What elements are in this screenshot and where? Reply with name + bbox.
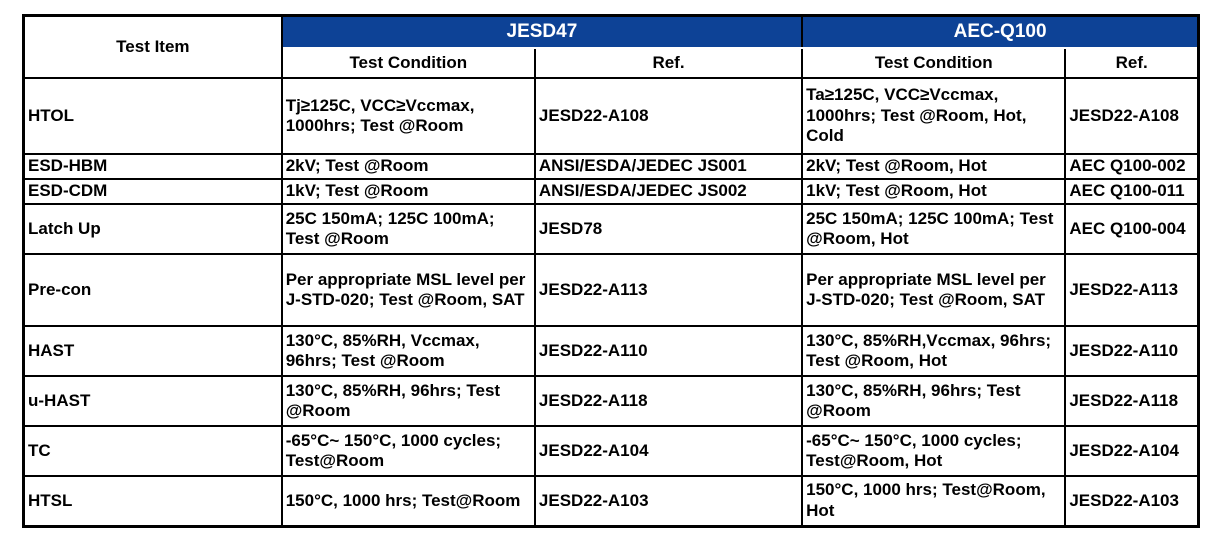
table-row-tc: TC -65°C~ 150°C, 1000 cycles; Test@Room … <box>22 425 1200 477</box>
jesd47-condition-cell: 130°C, 85%RH, Vccmax, 96hrs; Test @Room <box>280 325 536 377</box>
test-item-cell: Pre-con <box>22 253 283 327</box>
aec-test-condition-header: Test Condition <box>801 47 1067 79</box>
jesd47-condition-cell: -65°C~ 150°C, 1000 cycles; Test@Room <box>280 425 536 477</box>
jesd47-test-condition-header: Test Condition <box>280 47 536 79</box>
aec-condition-cell: 2kV; Test @Room, Hot <box>801 153 1067 180</box>
table-row-htsl: HTSL 150°C, 1000 hrs; Test@Room JESD22-A… <box>22 475 1200 527</box>
qualification-test-table: Test Item JESD47 AEC-Q100 Test Condition… <box>22 14 1200 528</box>
table-row-esd-cdm: ESD-CDM 1kV; Test @Room ANSI/ESDA/JEDEC … <box>22 178 1200 205</box>
table-header: Test Item JESD47 AEC-Q100 Test Condition… <box>22 14 1200 79</box>
test-item-cell: ESD-HBM <box>22 153 283 180</box>
aec-ref-cell: JESD22-A104 <box>1064 425 1200 477</box>
aec-ref-cell: AEC Q100-011 <box>1064 178 1200 205</box>
table-body: HTOL Tj≥125C, VCC≥Vccmax, 1000hrs; Test … <box>22 77 1200 527</box>
aec-ref-cell: JESD22-A108 <box>1064 77 1200 155</box>
table-row-u-hast: u-HAST 130°C, 85%RH, 96hrs; Test @Room J… <box>22 375 1200 427</box>
jesd47-condition-cell: 130°C, 85%RH, 96hrs; Test @Room <box>280 375 536 427</box>
jesd47-ref-cell: JESD22-A104 <box>533 425 804 477</box>
jesd47-group-header: JESD47 <box>280 14 804 49</box>
table-row-htol: HTOL Tj≥125C, VCC≥Vccmax, 1000hrs; Test … <box>22 77 1200 155</box>
jesd47-condition-cell: Tj≥125C, VCC≥Vccmax, 1000hrs; Test @Room <box>280 77 536 155</box>
jesd47-condition-cell: 150°C, 1000 hrs; Test@Room <box>280 475 536 527</box>
jesd47-ref-cell: JESD22-A103 <box>533 475 804 527</box>
test-item-cell: TC <box>22 425 283 477</box>
table-row-hast: HAST 130°C, 85%RH, Vccmax, 96hrs; Test @… <box>22 325 1200 377</box>
jesd47-ref-cell: JESD78 <box>533 203 804 255</box>
aec-q100-group-header: AEC-Q100 <box>801 14 1200 49</box>
test-item-cell: HAST <box>22 325 283 377</box>
test-item-column-header: Test Item <box>22 14 283 79</box>
test-item-cell: u-HAST <box>22 375 283 427</box>
jesd47-ref-header: Ref. <box>533 47 804 79</box>
aec-condition-cell: 25C 150mA; 125C 100mA; Test @Room, Hot <box>801 203 1067 255</box>
aec-ref-cell: AEC Q100-002 <box>1064 153 1200 180</box>
jesd47-ref-cell: ANSI/ESDA/JEDEC JS001 <box>533 153 804 180</box>
jesd47-ref-cell: JESD22-A118 <box>533 375 804 427</box>
test-item-cell: HTSL <box>22 475 283 527</box>
jesd47-ref-cell: JESD22-A108 <box>533 77 804 155</box>
test-item-cell: ESD-CDM <box>22 178 283 205</box>
aec-ref-header: Ref. <box>1064 47 1200 79</box>
aec-ref-cell: JESD22-A110 <box>1064 325 1200 377</box>
aec-condition-cell: -65°C~ 150°C, 1000 cycles; Test@Room, Ho… <box>801 425 1067 477</box>
jesd47-condition-cell: 1kV; Test @Room <box>280 178 536 205</box>
jesd47-ref-cell: JESD22-A113 <box>533 253 804 327</box>
table-row-pre-con: Pre-con Per appropriate MSL level per J-… <box>22 253 1200 327</box>
aec-condition-cell: 1kV; Test @Room, Hot <box>801 178 1067 205</box>
jesd47-condition-cell: 2kV; Test @Room <box>280 153 536 180</box>
test-item-cell: Latch Up <box>22 203 283 255</box>
table-row-esd-hbm: ESD-HBM 2kV; Test @Room ANSI/ESDA/JEDEC … <box>22 153 1200 180</box>
aec-condition-cell: 130°C, 85%RH, 96hrs; Test @Room <box>801 375 1067 427</box>
aec-ref-cell: JESD22-A113 <box>1064 253 1200 327</box>
group-header-row: Test Item JESD47 AEC-Q100 <box>22 14 1200 79</box>
aec-condition-cell: Per appropriate MSL level per J-STD-020;… <box>801 253 1067 327</box>
sub-header-row: Test Condition Ref. Test Condition Ref. <box>24 47 1200 79</box>
jesd47-ref-cell: JESD22-A110 <box>533 325 804 377</box>
aec-condition-cell: 130°C, 85%RH,Vccmax, 96hrs; Test @Room, … <box>801 325 1067 377</box>
table-row-latch-up: Latch Up 25C 150mA; 125C 100mA; Test @Ro… <box>22 203 1200 255</box>
test-item-cell: HTOL <box>22 77 283 155</box>
jesd47-condition-cell: Per appropriate MSL level per J-STD-020;… <box>280 253 536 327</box>
jesd47-condition-cell: 25C 150mA; 125C 100mA; Test @Room <box>280 203 536 255</box>
aec-ref-cell: JESD22-A103 <box>1064 475 1200 527</box>
aec-ref-cell: JESD22-A118 <box>1064 375 1200 427</box>
aec-condition-cell: 150°C, 1000 hrs; Test@Room, Hot <box>801 475 1067 527</box>
aec-condition-cell: Ta≥125C, VCC≥Vccmax, 1000hrs; Test @Room… <box>801 77 1067 155</box>
jesd47-ref-cell: ANSI/ESDA/JEDEC JS002 <box>533 178 804 205</box>
aec-ref-cell: AEC Q100-004 <box>1064 203 1200 255</box>
